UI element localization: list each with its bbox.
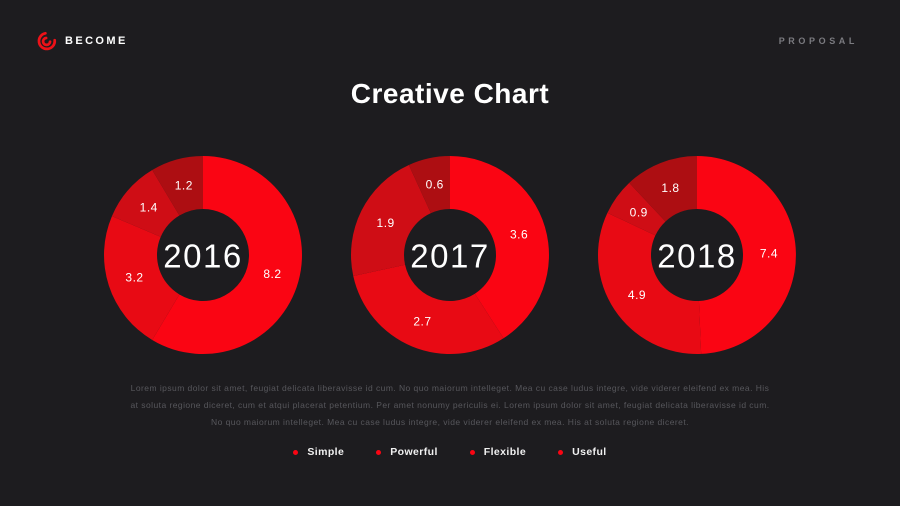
segment-value-label: 8.2 — [263, 267, 281, 281]
legend-item-flexible: Flexible — [469, 446, 527, 458]
legend-dot-icon — [558, 449, 564, 455]
segment-value-label: 1.8 — [661, 181, 679, 195]
donut-segment — [607, 182, 666, 236]
legend-label: Useful — [572, 446, 607, 458]
donut-segment — [450, 156, 549, 339]
segment-value-label: 3.2 — [125, 270, 143, 284]
segment-value-label: 4.9 — [628, 288, 646, 302]
brand-logo: BECOME — [36, 30, 128, 52]
donut-segment — [353, 264, 504, 354]
brand-name: BECOME — [65, 35, 128, 47]
donut-chart-svg: 3.6 2.7 1.9 0.6 2017 — [350, 156, 549, 354]
legend-label: Powerful — [390, 446, 438, 458]
proposal-label: PROPOSAL — [778, 36, 858, 46]
donut-segment — [111, 170, 180, 237]
donut-segment — [408, 156, 450, 214]
donut-chart-svg: 8.2 3.2 1.4 1.2 2016 — [104, 156, 302, 354]
donut-chart-3: 7.4 4.9 0.9 1.8 2018 — [594, 152, 800, 358]
segment-value-label: 7.4 — [760, 246, 778, 260]
legend-dot-icon — [293, 449, 299, 455]
donut-segment — [104, 216, 180, 340]
legend-dot-icon — [376, 449, 382, 455]
segment-value-label: 1.2 — [175, 179, 193, 193]
body-paragraph: Lorem ipsum dolor sit amet, feugiat deli… — [130, 383, 770, 427]
donut-segment — [629, 156, 697, 222]
donut-chart-svg: 7.4 4.9 0.9 1.8 2018 — [598, 156, 796, 354]
donut-segment — [598, 212, 702, 354]
donut-chart-2: 3.6 2.7 1.9 0.6 2017 — [347, 152, 553, 358]
donut-center-year: 2016 — [163, 238, 242, 275]
segment-value-label: 0.9 — [630, 206, 648, 220]
segment-value-label: 3.6 — [510, 228, 528, 242]
donut-center-year: 2017 — [410, 238, 489, 275]
donut-segment — [697, 156, 796, 354]
spiral-b-logo-icon — [37, 31, 57, 51]
donut-segment — [152, 156, 203, 216]
legend-label: Simple — [307, 446, 345, 458]
slide-header: BECOME PROPOSAL — [0, 0, 900, 54]
legend-label: Flexible — [483, 446, 527, 458]
page-title: Creative Chart — [350, 78, 550, 109]
donut-center-year: 2018 — [657, 238, 736, 275]
legend-item-simple: Simple — [293, 446, 344, 458]
segment-value-label: 0.6 — [426, 178, 444, 192]
legend-item-useful: Useful — [558, 446, 607, 458]
donut-segment — [152, 156, 302, 354]
donut-chart-1: 8.2 3.2 1.4 1.2 2016 — [100, 152, 306, 358]
segment-value-label: 1.4 — [140, 201, 158, 215]
chart-legend: Simple Powerful Flexible Useful — [0, 446, 900, 458]
legend-item-powerful: Powerful — [376, 446, 438, 458]
donut-segment — [350, 164, 431, 277]
charts-row: 8.2 3.2 1.4 1.2 2016 3.6 2.7 1.9 0.6 2017 7.4 4.9… — [0, 152, 900, 358]
segment-value-label: 1.9 — [377, 216, 395, 230]
segment-value-label: 2.7 — [413, 315, 431, 329]
legend-dot-icon — [469, 449, 475, 455]
